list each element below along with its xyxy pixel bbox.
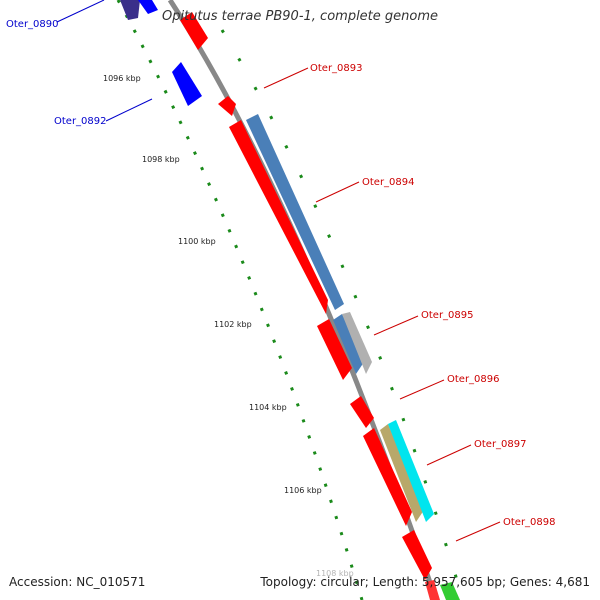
gene-arrow-oter-0892[interactable] bbox=[172, 62, 202, 106]
feature-oter-0894-domain bbox=[246, 114, 344, 310]
map-title: Opitutus terrae PB90-1, complete genome bbox=[161, 9, 439, 24]
kbp-label-1104: 1104 kbp bbox=[249, 403, 287, 412]
gene-arrow-oter-0894[interactable] bbox=[229, 120, 328, 314]
gene-label-oter-0893[interactable]: Oter_0893 bbox=[310, 63, 363, 74]
gene-arrow-oter-0893[interactable] bbox=[218, 96, 236, 116]
gene-label-oter-0896[interactable]: Oter_0896 bbox=[447, 374, 500, 385]
gene-label-oter-0892[interactable]: Oter_0892 bbox=[54, 116, 107, 127]
genome-backbone bbox=[167, 0, 439, 600]
kbp-label-1098: 1098 kbp bbox=[142, 155, 180, 164]
kbp-label-1100: 1100 kbp bbox=[178, 237, 216, 246]
accession-label: Accession: NC_010571 bbox=[9, 575, 146, 589]
kbp-label-1096: 1096 kbp bbox=[103, 74, 141, 83]
feature-oter-0899-domain bbox=[440, 582, 460, 600]
feature-oter-0895-domain-2 bbox=[342, 312, 372, 374]
gene-label-oter-0898[interactable]: Oter_0898 bbox=[503, 517, 556, 528]
leader-line-oter-0897 bbox=[426, 444, 472, 466]
gene-arrow-oter-0897[interactable] bbox=[363, 428, 412, 526]
gene-arrow-oter-0895[interactable] bbox=[317, 319, 352, 380]
feature-oter-0897-domain-1 bbox=[380, 424, 424, 522]
gene-label-oter-0894[interactable]: Oter_0894 bbox=[362, 177, 415, 188]
feature-oter-0895-domain-1 bbox=[333, 314, 364, 374]
leader-line-oter-0896 bbox=[399, 379, 445, 400]
gene-label-oter-0895[interactable]: Oter_0895 bbox=[421, 310, 474, 321]
gene-arrow-oter-0898[interactable] bbox=[402, 530, 432, 580]
kbp-label-1106: 1106 kbp bbox=[284, 486, 322, 495]
leader-line-oter-0894 bbox=[315, 181, 360, 203]
kbp-label-1102: 1102 kbp bbox=[214, 320, 252, 329]
leader-line-oter-0893 bbox=[263, 67, 309, 89]
leader-line-oter-0895 bbox=[373, 315, 419, 336]
gene-label-oter-0890[interactable]: Oter_0890 bbox=[6, 19, 59, 30]
topology-label: Topology: circular; Length: 5,957,605 bp… bbox=[260, 575, 590, 589]
gene-arrow-oter-0889-fragment[interactable] bbox=[180, 12, 208, 50]
kbp-label-1108: 1108 kbp bbox=[316, 569, 354, 578]
leader-line-oter-0890 bbox=[56, 0, 105, 23]
gene-arrow-oter-0899-fragment[interactable] bbox=[425, 580, 440, 600]
gene-arrow-oter-0891[interactable] bbox=[138, 0, 158, 14]
leader-line-oter-0898 bbox=[455, 521, 501, 542]
gene-label-oter-0897[interactable]: Oter_0897 bbox=[474, 439, 527, 450]
feature-oter-0897-domain-2 bbox=[388, 420, 434, 522]
gene-arrow-oter-0890[interactable] bbox=[120, 0, 140, 20]
gene-arrow-oter-0896[interactable] bbox=[350, 396, 374, 428]
leader-line-oter-0892 bbox=[105, 98, 153, 122]
